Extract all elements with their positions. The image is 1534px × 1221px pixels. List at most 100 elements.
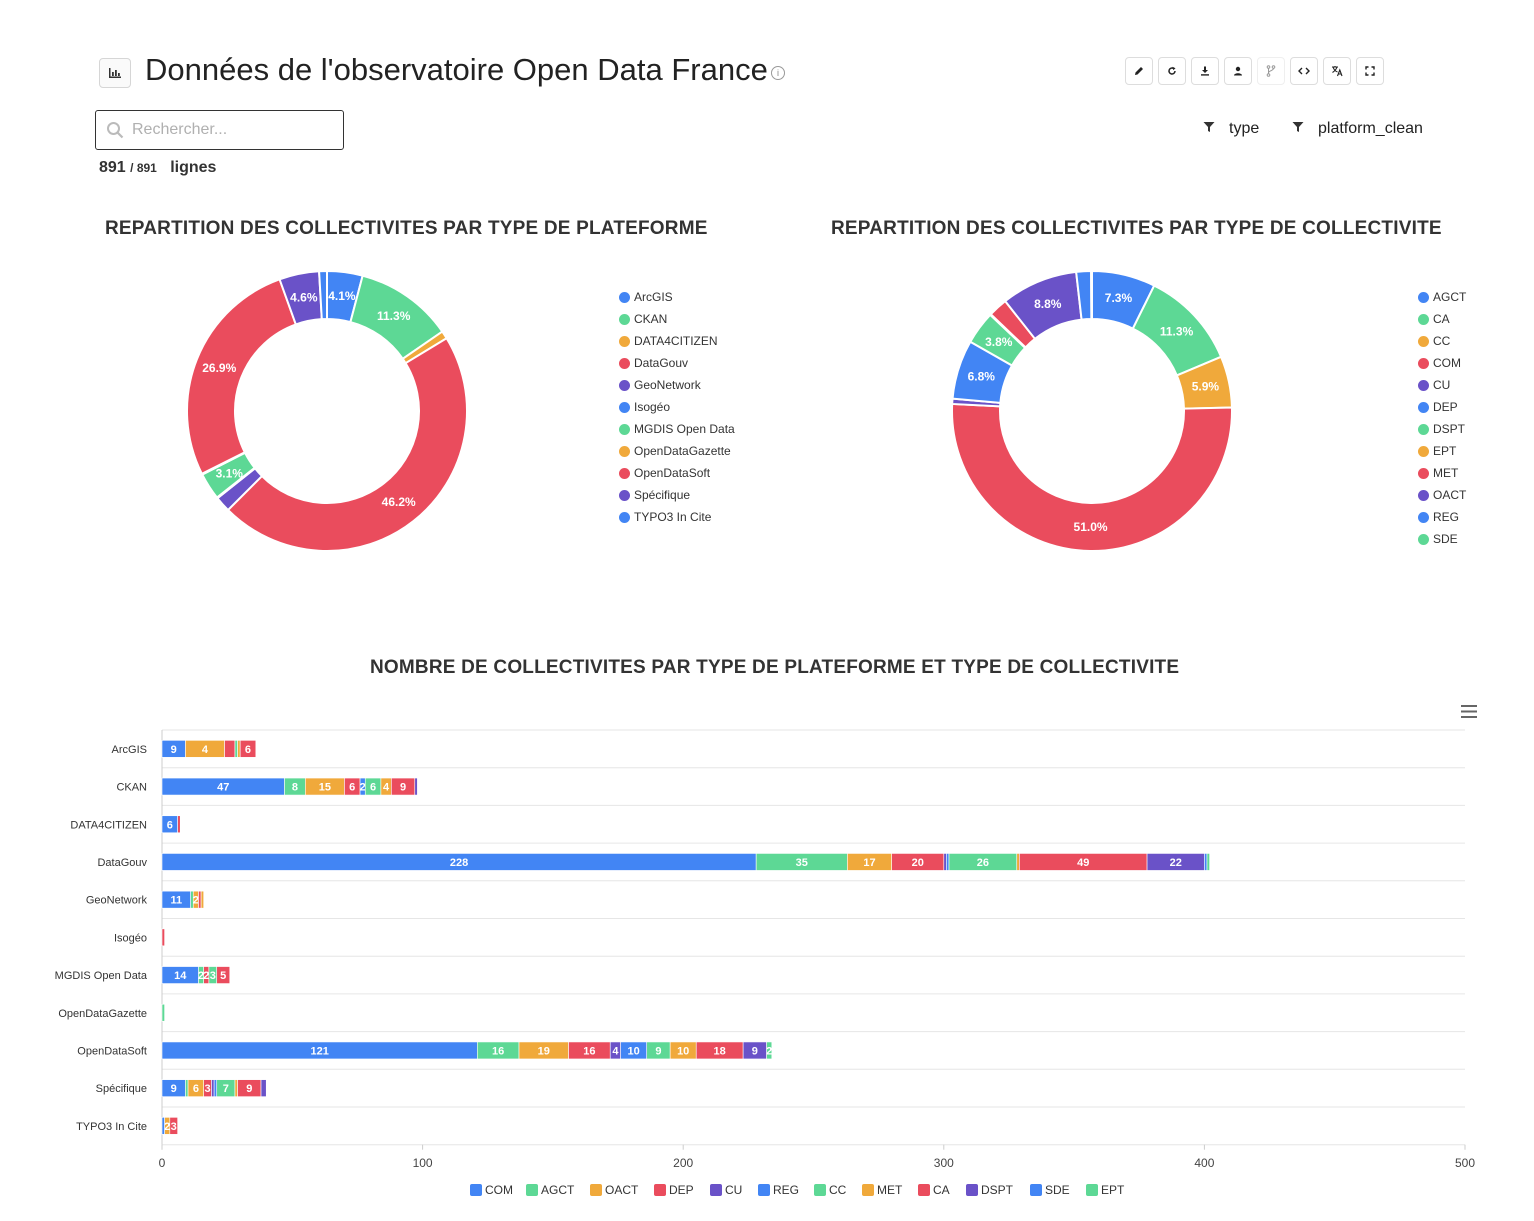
bar-segment[interactable] <box>766 1041 773 1060</box>
bar-legend-marker[interactable] <box>862 1184 874 1196</box>
bar-segment[interactable] <box>414 777 418 796</box>
bar-legend-label[interactable]: EPT <box>1101 1183 1125 1197</box>
collectivite-legend-item[interactable]: DEP <box>1418 396 1466 418</box>
bar-segment[interactable] <box>224 740 236 758</box>
bar-legend-marker[interactable] <box>654 1184 666 1196</box>
bar-segment[interactable] <box>198 890 202 909</box>
platform-legend-item[interactable]: Spécifique <box>619 484 735 506</box>
user-icon[interactable] <box>1224 57 1252 85</box>
platform-legend-item[interactable]: DATA4CITIZEN <box>619 330 735 352</box>
platform-legend-item[interactable]: GeoNetwork <box>619 374 735 396</box>
bar-chart-icon[interactable] <box>99 58 131 88</box>
collectivite-legend-item[interactable]: SDE <box>1418 528 1466 550</box>
bar-segment[interactable] <box>234 740 238 758</box>
fullscreen-icon[interactable] <box>1356 57 1384 85</box>
collectivite-legend-item[interactable]: CC <box>1418 330 1466 352</box>
bar-legend-marker[interactable] <box>1030 1184 1042 1196</box>
bar-legend-label[interactable]: CA <box>933 1183 950 1197</box>
platform-legend-item[interactable]: DataGouv <box>619 352 735 374</box>
bar-segment[interactable] <box>234 1079 238 1097</box>
collectivite-legend-item[interactable]: CA <box>1418 308 1466 330</box>
bar-legend-label[interactable]: CU <box>725 1183 742 1197</box>
bar-legend-label[interactable]: COM <box>485 1183 513 1197</box>
bar-legend-label[interactable]: AGCT <box>541 1183 575 1197</box>
legend-label: Spécifique <box>634 488 691 502</box>
chart-menu-icon[interactable] <box>1461 705 1477 718</box>
collectivite-legend-item[interactable]: OACT <box>1418 484 1466 506</box>
platform-legend-item[interactable]: OpenDataSoft <box>619 462 735 484</box>
bar-segment-label: 6 <box>193 1083 199 1095</box>
collectivite-legend-item[interactable]: MET <box>1418 462 1466 484</box>
translate-icon[interactable] <box>1323 57 1351 85</box>
bar-segment[interactable] <box>169 1117 178 1135</box>
refresh-icon[interactable] <box>1158 57 1186 85</box>
bar-legend-marker[interactable] <box>1086 1184 1098 1196</box>
platform-legend-item[interactable]: MGDIS Open Data <box>619 418 735 440</box>
bar-legend-marker[interactable] <box>758 1184 770 1196</box>
bar-legend-marker[interactable] <box>918 1184 930 1196</box>
platform-legend-item[interactable]: ArcGIS <box>619 286 735 308</box>
bar-legend-marker[interactable] <box>814 1184 826 1196</box>
legend-marker <box>619 511 630 523</box>
bar-segment[interactable] <box>216 966 231 984</box>
collectivite-legend-item[interactable]: CU <box>1418 374 1466 396</box>
bar-segment[interactable] <box>211 1079 215 1097</box>
filter-type[interactable]: type <box>1203 120 1259 138</box>
bar-legend-label[interactable]: OACT <box>605 1183 639 1197</box>
platform-legend-item[interactable]: CKAN <box>619 308 735 330</box>
bar-segment[interactable] <box>239 740 257 758</box>
collectivite-legend-item[interactable]: EPT <box>1418 440 1466 462</box>
platform-slice[interactable] <box>186 277 298 476</box>
bar-segment[interactable] <box>260 1079 267 1097</box>
platform-legend-item[interactable]: OpenDataGazette <box>619 440 735 462</box>
bar-legend-label[interactable]: DSPT <box>981 1183 1014 1197</box>
bar-legend-label[interactable]: SDE <box>1045 1183 1070 1197</box>
collectivite-legend-item[interactable]: AGCT <box>1418 286 1466 308</box>
bar-legend-marker[interactable] <box>966 1184 978 1196</box>
collectivite-legend-item[interactable]: REG <box>1418 506 1466 528</box>
bar-legend-marker[interactable] <box>590 1184 602 1196</box>
bar-legend-marker[interactable] <box>526 1184 538 1196</box>
collectivite-legend-item[interactable]: COM <box>1418 352 1466 374</box>
collectivite-slice[interactable] <box>1090 269 1093 321</box>
platform-slice[interactable] <box>318 269 328 321</box>
bar-segment[interactable] <box>200 890 204 909</box>
bar-legend-label[interactable]: DEP <box>669 1183 694 1197</box>
platform-legend-item[interactable]: TYPO3 In Cite <box>619 506 735 528</box>
bar-segment[interactable] <box>237 740 241 758</box>
legend-marker <box>619 445 630 457</box>
bar-segment[interactable] <box>1016 853 1020 871</box>
bar-legend-label[interactable]: REG <box>773 1183 799 1197</box>
legend-marker <box>619 467 630 479</box>
bar-segment[interactable] <box>185 1079 189 1097</box>
bar-segment[interactable] <box>943 853 947 871</box>
filter-platform[interactable]: platform_clean <box>1292 120 1423 138</box>
download-icon[interactable] <box>1191 57 1219 85</box>
bar-segment[interactable] <box>946 853 950 871</box>
bar-legend-marker[interactable] <box>470 1184 482 1196</box>
bar-segment-label: 22 <box>1170 857 1182 869</box>
search-input[interactable] <box>130 120 324 140</box>
platform-slice-label: 46.2% <box>382 495 416 509</box>
platform-slice[interactable] <box>226 336 468 552</box>
bar-segment-label: 26 <box>977 857 989 869</box>
platform-legend-item[interactable]: Isogéo <box>619 396 735 418</box>
fork-icon[interactable] <box>1257 57 1285 85</box>
bar-legend-marker[interactable] <box>710 1184 722 1196</box>
bar-segment[interactable] <box>1204 853 1208 871</box>
bar-segment[interactable] <box>161 928 165 947</box>
bar-legend-label[interactable]: CC <box>829 1183 847 1197</box>
info-icon[interactable]: i <box>771 66 785 80</box>
bar-segment-label: 3 <box>205 1083 211 1095</box>
collectivite-slice[interactable] <box>951 402 1233 552</box>
code-icon[interactable] <box>1290 57 1318 85</box>
edit-icon[interactable] <box>1125 57 1153 85</box>
bar-segment[interactable] <box>1206 853 1210 871</box>
bar-segment-label: 14 <box>174 970 187 982</box>
bar-segment[interactable] <box>161 1003 165 1022</box>
bar-segment[interactable] <box>177 815 181 834</box>
search-box[interactable] <box>95 110 344 150</box>
bar-segment[interactable] <box>213 1079 218 1097</box>
bar-legend-label[interactable]: MET <box>877 1183 903 1197</box>
collectivite-legend-item[interactable]: DSPT <box>1418 418 1466 440</box>
